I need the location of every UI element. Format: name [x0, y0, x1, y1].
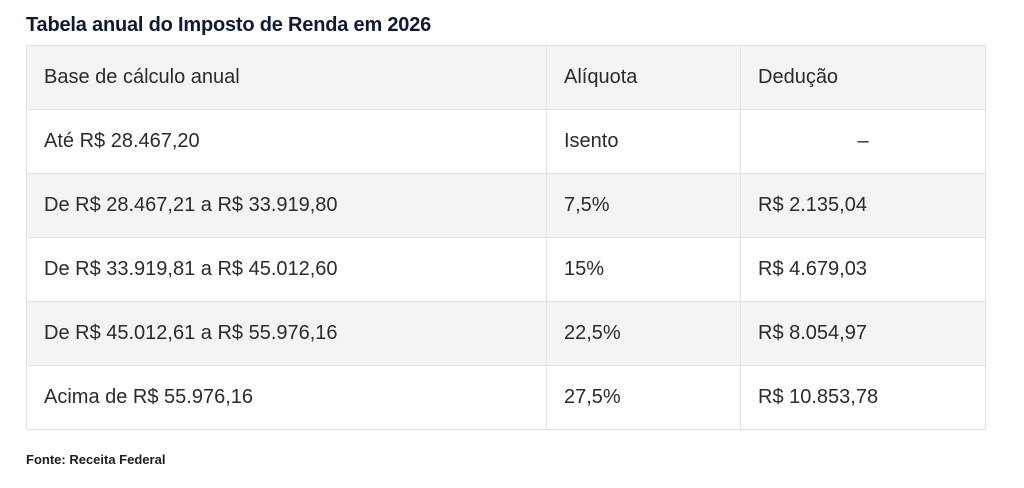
cell-rate: 27,5%	[546, 365, 741, 430]
table-row: Acima de R$ 55.976,16 27,5% R$ 10.853,78	[26, 365, 986, 430]
column-header-rate: Alíquota	[546, 45, 741, 110]
table-row: De R$ 45.012,61 a R$ 55.976,16 22,5% R$ …	[26, 301, 986, 366]
cell-base: Até R$ 28.467,20	[26, 109, 547, 174]
cell-deduction: R$ 10.853,78	[740, 365, 986, 430]
cell-base: Acima de R$ 55.976,16	[26, 365, 547, 430]
source-caption: Fonte: Receita Federal	[26, 452, 166, 467]
column-header-deduction: Dedução	[740, 45, 986, 110]
table-title: Tabela anual do Imposto de Renda em 2026	[26, 14, 432, 36]
cell-base: De R$ 45.012,61 a R$ 55.976,16	[26, 301, 547, 366]
cell-deduction: R$ 8.054,97	[740, 301, 986, 366]
income-tax-table: Base de cálculo anual Alíquota Dedução A…	[26, 45, 986, 430]
table-row: De R$ 28.467,21 a R$ 33.919,80 7,5% R$ 2…	[26, 173, 986, 238]
cell-rate: 7,5%	[546, 173, 741, 238]
cell-base: De R$ 33.919,81 a R$ 45.012,60	[26, 237, 547, 302]
table-row: De R$ 33.919,81 a R$ 45.012,60 15% R$ 4.…	[26, 237, 986, 302]
cell-base: De R$ 28.467,21 a R$ 33.919,80	[26, 173, 547, 238]
cell-rate: 15%	[546, 237, 741, 302]
cell-deduction: R$ 2.135,04	[740, 173, 986, 238]
column-header-base: Base de cálculo anual	[26, 45, 547, 110]
table-header-row: Base de cálculo anual Alíquota Dedução	[26, 45, 986, 110]
cell-deduction: –	[740, 109, 986, 174]
cell-rate: Isento	[546, 109, 741, 174]
cell-deduction: R$ 4.679,03	[740, 237, 986, 302]
cell-rate: 22,5%	[546, 301, 741, 366]
table-row: Até R$ 28.467,20 Isento –	[26, 109, 986, 174]
